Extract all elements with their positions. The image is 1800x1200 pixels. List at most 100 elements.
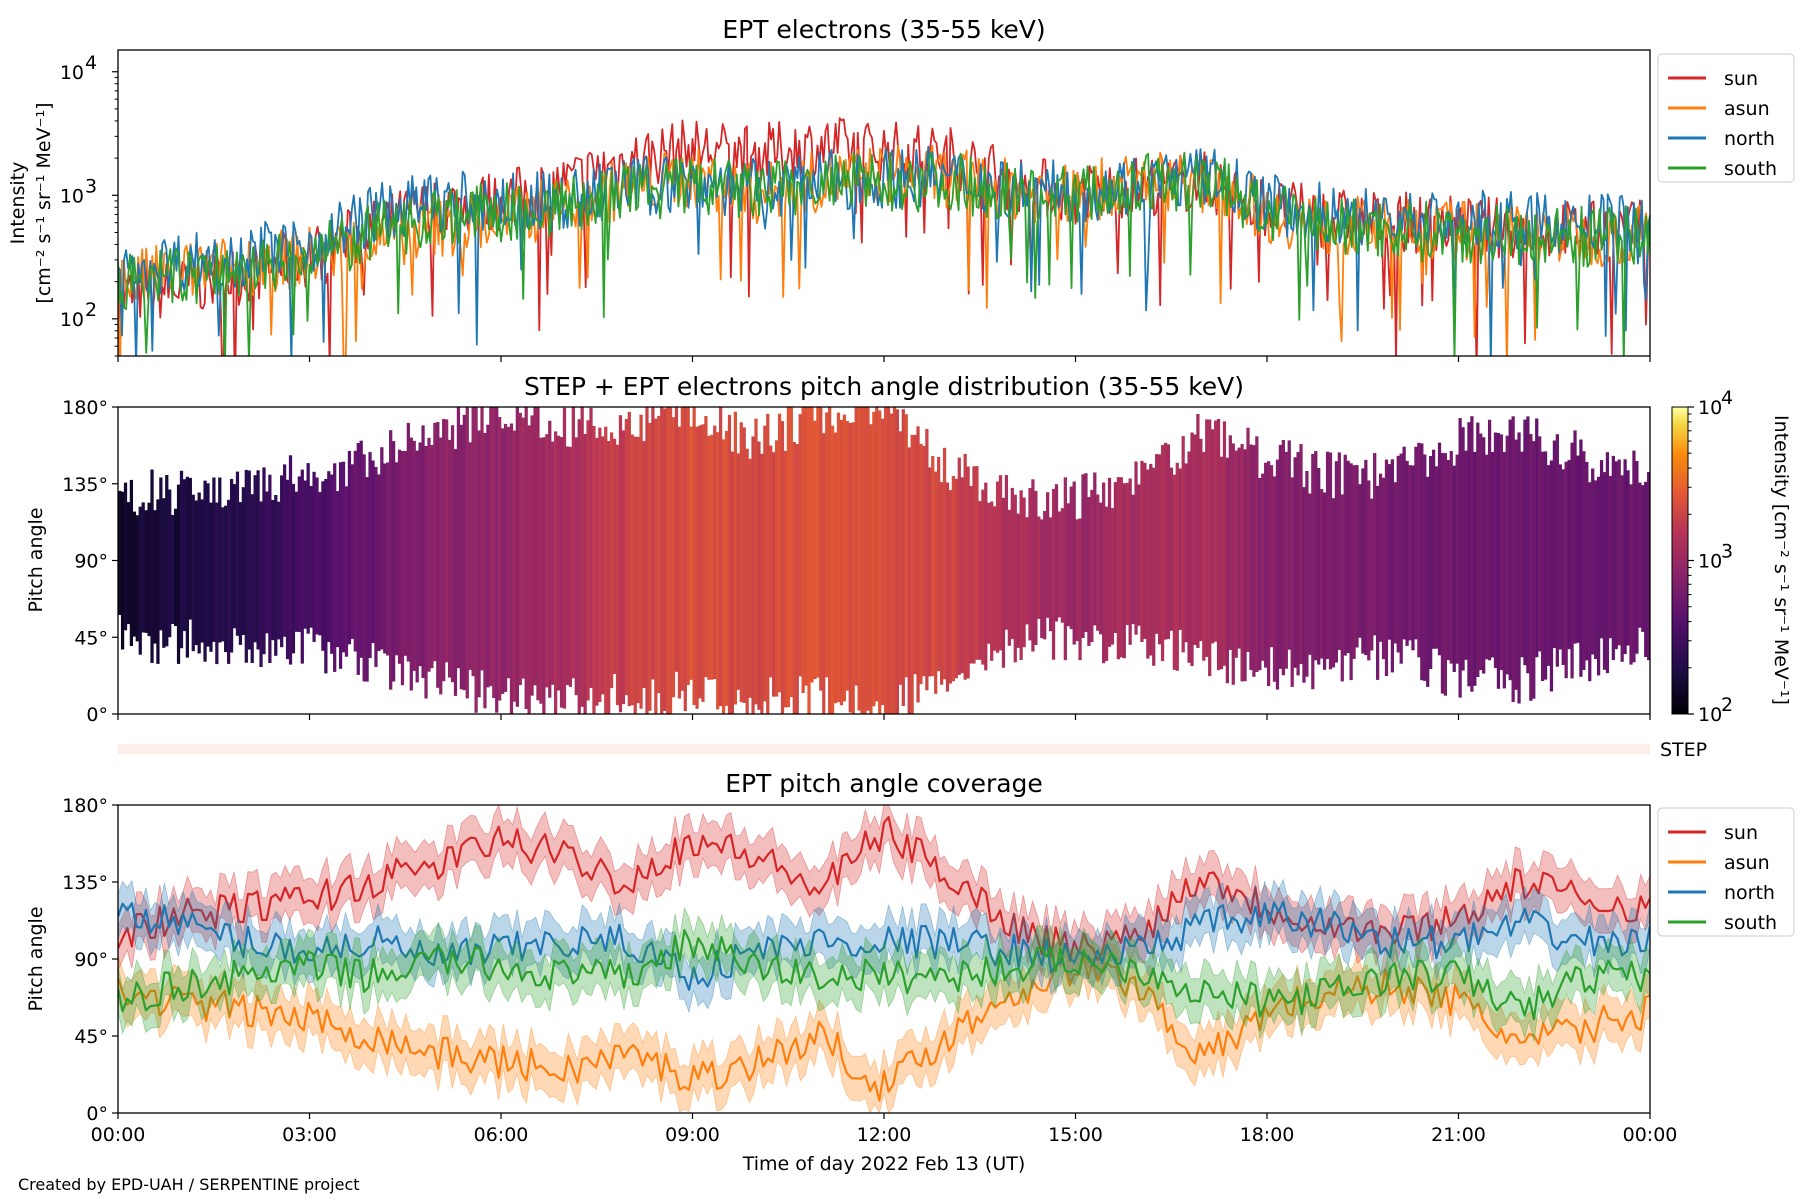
heatmap-cell xyxy=(262,467,266,655)
heatmap-cell xyxy=(710,434,714,680)
heatmap-cell xyxy=(783,450,788,708)
step-strip: STEP xyxy=(118,739,1707,761)
heatmap-cell xyxy=(362,454,366,682)
heatmap-cell xyxy=(648,422,652,711)
heatmap-cell xyxy=(1178,468,1182,630)
y-tick-label: 135° xyxy=(62,872,108,894)
heatmap-cell xyxy=(869,424,873,714)
heatmap-cell xyxy=(1246,427,1250,652)
heatmap-cell xyxy=(878,410,882,714)
panel3-series-group xyxy=(118,805,1650,1113)
heatmap-cell xyxy=(1455,454,1459,664)
heatmap-cell xyxy=(324,479,328,674)
heatmap-cell xyxy=(1641,485,1645,632)
heatmap-cell xyxy=(536,407,540,701)
heatmap-cell xyxy=(830,425,835,714)
heatmap-cell xyxy=(1211,429,1215,644)
heatmap-cell xyxy=(1252,445,1256,677)
heatmap-cell xyxy=(1393,482,1397,644)
heatmap-cell xyxy=(1264,462,1268,668)
heatmap-cell xyxy=(162,498,166,648)
heatmap-cell xyxy=(857,407,861,711)
heatmap-cell xyxy=(1458,418,1462,698)
heatmap-cell xyxy=(665,407,670,714)
heatmap-cell xyxy=(424,446,428,699)
heatmap-cell xyxy=(1317,468,1321,665)
heatmap-cell xyxy=(822,433,826,714)
panel2-ylabel: Pitch angle xyxy=(25,507,47,612)
heatmap-cell xyxy=(1125,482,1129,625)
heatmap-cell xyxy=(671,417,676,698)
heatmap-cell xyxy=(1538,436,1542,652)
heatmap-cell xyxy=(1579,439,1583,677)
panel1-ylabel-line2: [cm⁻² s⁻¹ sr⁻¹ MeV⁻¹] xyxy=(33,102,55,303)
heatmap-cell xyxy=(1479,433,1483,671)
heatmap-cell xyxy=(400,450,405,686)
y-tick-label: 180° xyxy=(62,795,108,817)
heatmap-cell xyxy=(495,407,499,713)
heatmap-cell xyxy=(586,420,590,701)
heatmap-cell xyxy=(1258,478,1262,671)
heatmap-cell xyxy=(1617,459,1621,646)
colorbar-tick-exponent: 4 xyxy=(1721,387,1733,409)
heatmap-cell xyxy=(1249,444,1253,670)
heatmap-cell xyxy=(232,484,237,629)
heatmap-cell xyxy=(1402,446,1406,640)
heatmap-cell xyxy=(397,449,402,664)
heatmap-cell xyxy=(916,426,920,703)
heatmap-cell xyxy=(1591,468,1595,655)
heatmap-cell xyxy=(998,475,1003,651)
heatmap-cell xyxy=(763,425,767,702)
step-strip-bar xyxy=(118,744,1650,754)
heatmap-cell xyxy=(657,415,661,694)
legend-box xyxy=(1657,807,1795,937)
heatmap-cell xyxy=(618,415,623,713)
heatmap-cell xyxy=(931,456,935,677)
legend-label-north: north xyxy=(1724,882,1775,904)
heatmap-cell xyxy=(1281,440,1285,676)
y-tick-label: 10 xyxy=(60,309,84,331)
heatmap-cell xyxy=(842,414,846,702)
heatmap-cell xyxy=(825,412,829,678)
heatmap-cell xyxy=(789,407,793,698)
heatmap-cell xyxy=(957,457,961,675)
series-band-sun xyxy=(118,805,1650,984)
heatmap-cell xyxy=(406,422,410,662)
heatmap-cell xyxy=(412,440,416,671)
heatmap-cell xyxy=(884,407,888,714)
heatmap-cell xyxy=(297,476,301,632)
legend-label-south: south xyxy=(1724,912,1777,934)
heatmap-cell xyxy=(244,469,248,663)
y-tick-label: 90° xyxy=(74,949,108,971)
x-tick-label: 15:00 xyxy=(1048,1124,1103,1146)
heatmap-cell xyxy=(745,448,749,714)
heatmap-cell xyxy=(503,423,508,692)
heatmap-cell xyxy=(1635,461,1639,654)
heatmap-cell xyxy=(1405,460,1409,646)
heatmap-cell xyxy=(551,441,555,685)
heatmap-cell xyxy=(1328,452,1333,670)
heatmap-cell xyxy=(766,413,770,714)
heatmap-cell xyxy=(1057,511,1062,618)
legend-label-asun: asun xyxy=(1724,852,1770,874)
heatmap-cell xyxy=(754,418,758,705)
heatmap-cell xyxy=(203,480,207,662)
heatmap-cell xyxy=(1573,430,1577,644)
heatmap-cell xyxy=(409,437,413,691)
heatmap-cell xyxy=(489,407,493,687)
step-strip-label: STEP xyxy=(1660,739,1707,761)
heatmap-cell xyxy=(144,510,148,633)
heatmap-cell xyxy=(1087,497,1091,646)
heatmap-cell xyxy=(624,419,628,696)
heatmap-cell xyxy=(589,407,593,688)
heatmap-cell xyxy=(1499,434,1503,671)
heatmap-cell xyxy=(816,407,820,678)
heatmap-cell xyxy=(498,417,502,701)
heatmap-cell xyxy=(1349,463,1353,681)
x-tick-label: 09:00 xyxy=(665,1124,720,1146)
heatmap-cell xyxy=(1520,451,1524,658)
x-tick-label: 00:00 xyxy=(91,1124,146,1146)
heatmap-cell xyxy=(1417,442,1421,658)
series-line-south xyxy=(118,151,1650,356)
heatmap-cell xyxy=(333,463,337,672)
